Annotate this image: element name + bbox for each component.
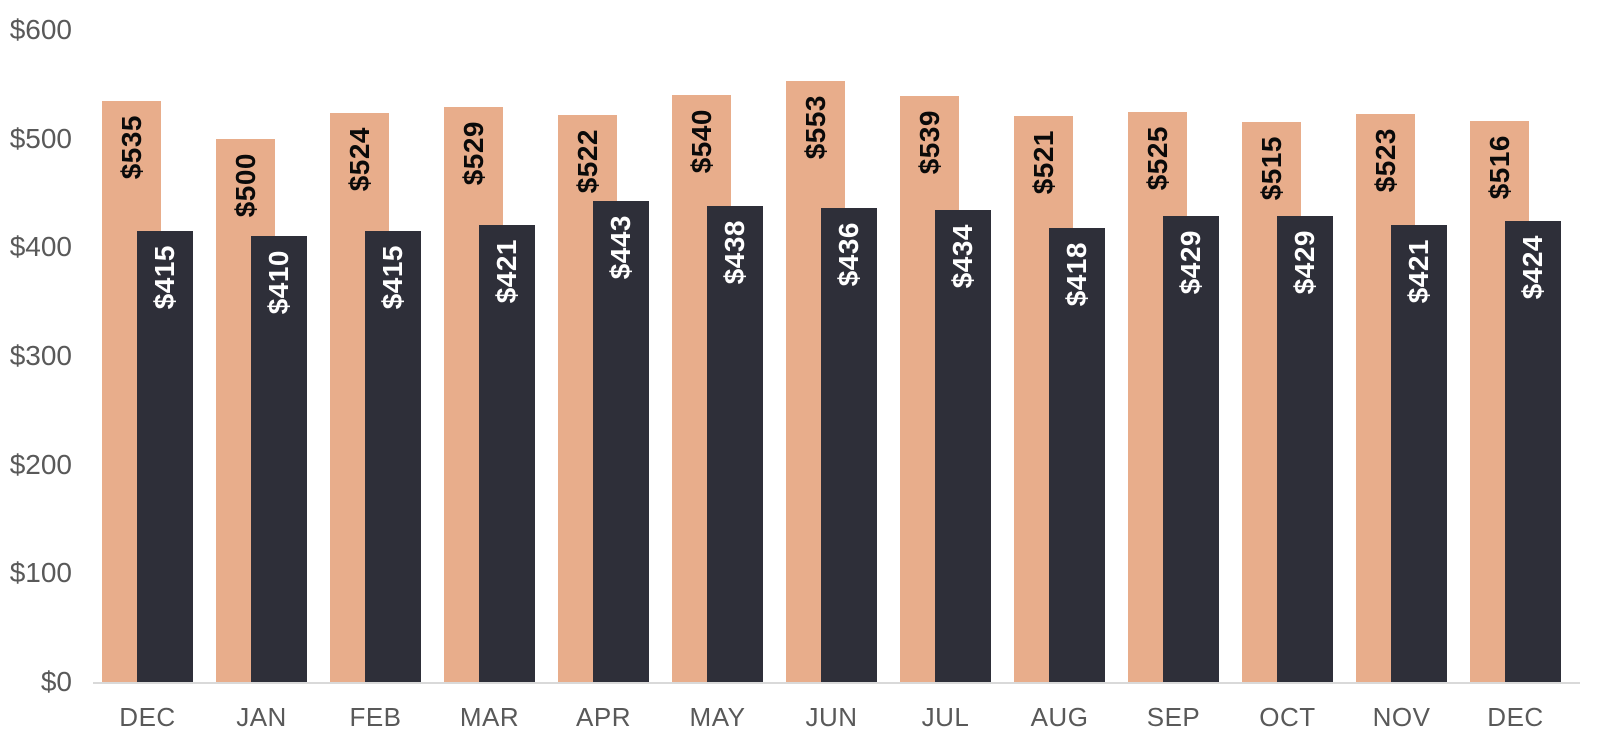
x-category-label: JUN bbox=[805, 702, 858, 732]
x-category-label: MAY bbox=[689, 702, 746, 732]
x-axis-line bbox=[93, 682, 1580, 684]
x-category-label: AUG bbox=[1030, 702, 1089, 732]
bar-series-2 bbox=[251, 236, 307, 682]
x-category-label: JUL bbox=[921, 702, 970, 732]
x-category-label: OCT bbox=[1259, 702, 1316, 732]
x-category-label: SEP bbox=[1146, 702, 1201, 732]
bar-series-2 bbox=[935, 210, 991, 682]
bar-series-2 bbox=[1163, 215, 1219, 682]
x-category-label: DEC bbox=[119, 702, 176, 732]
bar-series-2 bbox=[593, 200, 649, 682]
y-tick-label: $300 bbox=[9, 340, 72, 371]
bar-series-2 bbox=[365, 231, 421, 682]
y-tick-label: $500 bbox=[9, 122, 72, 154]
x-category-label: DEC bbox=[1487, 702, 1544, 732]
x-category-label: FEB bbox=[349, 702, 402, 732]
x-category-label: MAR bbox=[459, 702, 520, 732]
y-tick-label: $100 bbox=[9, 557, 72, 589]
bar-series-2 bbox=[1391, 224, 1447, 682]
x-category-label: NOV bbox=[1372, 702, 1431, 732]
y-tick-label: $0 bbox=[40, 666, 72, 697]
x-category-label: JAN bbox=[236, 702, 287, 732]
bar-series-2 bbox=[821, 208, 877, 682]
y-tick-label: $200 bbox=[9, 448, 72, 480]
y-tick-label: $400 bbox=[9, 231, 72, 263]
bar-series-2 bbox=[137, 231, 193, 682]
y-tick-label: $600 bbox=[9, 14, 72, 45]
bar-series-2 bbox=[1049, 227, 1105, 682]
x-category-label: APR bbox=[576, 702, 631, 732]
bar-series-2 bbox=[479, 224, 535, 682]
bar-series-2 bbox=[707, 206, 763, 682]
bar-series-2 bbox=[1277, 215, 1333, 682]
bar-series-2 bbox=[1505, 221, 1561, 682]
